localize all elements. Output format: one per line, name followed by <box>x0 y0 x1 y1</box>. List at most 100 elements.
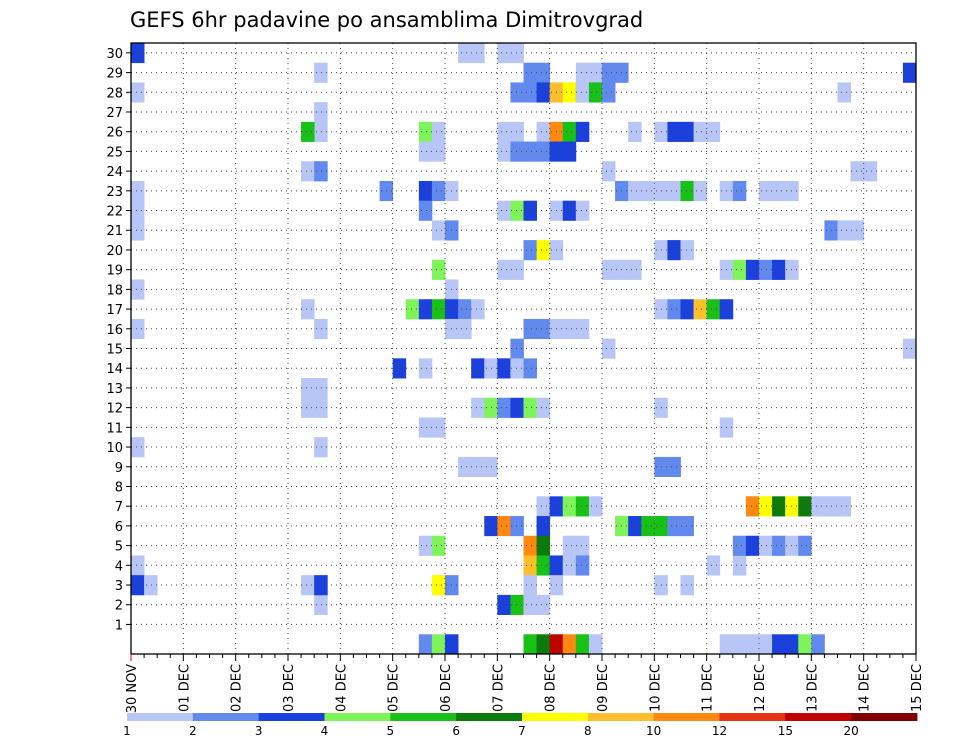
precip-cell <box>562 200 577 221</box>
precip-cell <box>510 516 524 537</box>
y-tick-label: 2 <box>115 599 123 614</box>
precip-cell <box>497 594 511 615</box>
precip-cell <box>759 496 773 517</box>
precip-cell <box>418 417 433 438</box>
legend-label: 12 <box>712 724 727 738</box>
precip-cell <box>523 397 537 418</box>
precip-cell <box>628 516 642 537</box>
x-tick-label: 08 DEC <box>544 664 559 712</box>
precip-cell <box>798 496 812 517</box>
precip-cell <box>562 535 577 556</box>
precip-cell <box>575 535 590 556</box>
precip-cell <box>602 161 616 182</box>
precip-cell <box>562 634 577 655</box>
precip-cell <box>431 121 446 142</box>
precip-cell <box>667 180 681 202</box>
y-tick-label: 14 <box>106 362 123 377</box>
precip-cell <box>484 456 498 478</box>
precip-cell <box>301 378 315 399</box>
precip-cell <box>680 299 694 320</box>
y-tick-label: 20 <box>106 244 123 259</box>
precip-cell <box>680 575 694 596</box>
precip-cell <box>680 121 694 142</box>
precip-cell <box>314 318 328 340</box>
precip-cell <box>536 141 551 162</box>
x-tick-label: 10 DEC <box>648 664 663 712</box>
precip-cell <box>510 397 524 418</box>
precip-cell <box>602 259 616 280</box>
legend-swatch <box>192 713 260 721</box>
precip-cell <box>301 397 315 418</box>
precip-cell <box>497 259 511 280</box>
precip-cell <box>301 121 315 142</box>
precip-cell <box>575 82 590 103</box>
precip-cell <box>602 82 616 103</box>
precip-cell <box>549 634 564 655</box>
precip-cell <box>523 62 537 83</box>
precip-cell <box>314 161 328 182</box>
precip-cell <box>575 318 590 340</box>
precip-cell <box>628 259 642 280</box>
precip-cell <box>471 358 485 379</box>
precip-cell <box>732 634 747 655</box>
precip-cell <box>418 200 433 221</box>
precip-cell <box>131 575 145 596</box>
y-tick-label: 12 <box>106 402 123 417</box>
precip-cell <box>458 456 472 478</box>
precip-cell <box>497 516 511 537</box>
precip-cell <box>431 259 446 280</box>
legend-swatch <box>324 713 391 721</box>
precip-cell <box>445 634 459 655</box>
precip-cell <box>131 555 145 576</box>
precip-cell <box>732 259 747 280</box>
precip-cell <box>850 161 865 182</box>
precip-cell <box>562 318 577 340</box>
legend-label: 8 <box>584 724 592 738</box>
precip-cell <box>131 82 145 103</box>
precip-cell <box>314 575 328 596</box>
precip-cell <box>667 121 681 142</box>
y-tick-label: 19 <box>106 264 123 279</box>
precip-cell <box>745 496 760 517</box>
precip-cell <box>680 180 694 202</box>
precip-cell <box>706 299 721 320</box>
precip-cell <box>314 594 328 615</box>
precip-cell <box>418 121 433 142</box>
precip-cell <box>418 180 433 202</box>
precip-cell <box>471 456 485 478</box>
precip-cell <box>471 397 485 418</box>
x-tick-label: 15 DEC <box>910 664 925 712</box>
y-tick-label: 16 <box>106 323 123 338</box>
precip-cell <box>144 575 158 596</box>
y-tick-label: 5 <box>115 540 123 555</box>
precip-cell <box>772 634 786 655</box>
axes: 1234567891011121314151617181920212223242… <box>106 42 925 713</box>
precip-cell <box>837 82 851 103</box>
precip-cell <box>536 634 551 655</box>
precip-cell <box>131 318 145 340</box>
precip-cell <box>693 121 708 142</box>
precip-cell <box>418 535 433 556</box>
y-tick-label: 4 <box>115 559 123 574</box>
legend-label: 7 <box>518 724 526 738</box>
precip-cell <box>588 62 603 83</box>
x-tick-label: 02 DEC <box>230 664 245 712</box>
y-tick-label: 7 <box>115 500 123 515</box>
precip-cell <box>484 397 498 418</box>
precip-cell <box>536 594 551 615</box>
x-tick-label: 05 DEC <box>387 664 402 712</box>
precip-cell <box>575 62 590 83</box>
precip-cell <box>536 516 551 537</box>
precip-cell <box>301 575 315 596</box>
precip-cell <box>431 180 446 202</box>
precip-cell <box>785 634 799 655</box>
legend-label: 10 <box>646 724 661 738</box>
precip-cell <box>575 555 590 576</box>
precip-cell <box>850 220 865 241</box>
precip-cell <box>314 121 328 142</box>
precip-cell <box>314 437 328 458</box>
legend-swatch <box>719 713 786 721</box>
heatmap-cells <box>131 43 917 655</box>
x-tick-label: 13 DEC <box>805 664 820 712</box>
legend-label: 4 <box>321 724 329 738</box>
